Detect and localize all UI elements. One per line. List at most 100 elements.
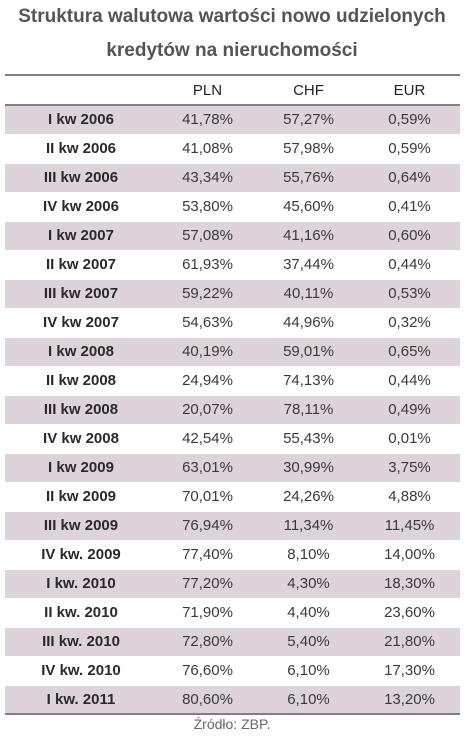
title-line-1: Struktura walutowa wartości nowo udzielo…	[18, 6, 446, 27]
pln-cell: 54,63%	[157, 308, 258, 338]
chf-cell: 8,10%	[258, 540, 359, 570]
period-cell: IV kw 2006	[5, 192, 157, 222]
table-row: II kw 2006 41,08% 57,98% 0,59%	[5, 134, 460, 164]
header-period	[5, 74, 157, 106]
period-cell: I kw 2007	[5, 221, 157, 251]
table-row: III kw 2006 43,34% 55,76% 0,64%	[5, 163, 460, 193]
table-row: I kw 2008 40,19% 59,01% 0,65%	[5, 337, 460, 367]
table-row: I kw. 2010 77,20% 4,30% 18,30%	[5, 569, 460, 599]
eur-cell: 3,75%	[359, 453, 460, 483]
chf-cell: 6,10%	[258, 685, 359, 715]
pln-cell: 76,94%	[157, 511, 258, 541]
pln-cell: 63,01%	[157, 453, 258, 483]
table-row: IV kw 2008 42,54% 55,43% 0,01%	[5, 424, 460, 454]
period-cell: IV kw. 2010	[5, 656, 157, 686]
pln-cell: 53,80%	[157, 192, 258, 222]
table-row: II kw 2009 70,01% 24,26% 4,88%	[5, 482, 460, 512]
eur-cell: 23,60%	[359, 598, 460, 628]
period-cell: II kw. 2010	[5, 598, 157, 628]
period-cell: III kw 2009	[5, 511, 157, 541]
pln-cell: 76,60%	[157, 656, 258, 686]
period-cell: I kw 2008	[5, 337, 157, 367]
table-row: I kw. 2011 80,60% 6,10% 13,20%	[5, 685, 460, 715]
pln-cell: 77,40%	[157, 540, 258, 570]
chf-cell: 45,60%	[258, 192, 359, 222]
table-header-row: PLN CHF EUR	[5, 74, 460, 106]
chf-cell: 4,30%	[258, 569, 359, 599]
table-row: III kw 2008 20,07% 78,11% 0,49%	[5, 395, 460, 425]
period-cell: II kw 2008	[5, 366, 157, 396]
table-row: II kw 2007 61,93% 37,44% 0,44%	[5, 250, 460, 280]
pln-cell: 70,01%	[157, 482, 258, 512]
currency-structure-table: PLN CHF EUR I kw 2006 41,78% 57,27% 0,59% II…	[5, 74, 460, 715]
title-line-2: kredytów na nieruchomości	[106, 40, 358, 61]
eur-cell: 0,53%	[359, 279, 460, 309]
pln-cell: 41,78%	[157, 105, 258, 135]
chf-cell: 59,01%	[258, 337, 359, 367]
chf-cell: 41,16%	[258, 221, 359, 251]
eur-cell: 14,00%	[359, 540, 460, 570]
table-body: I kw 2006 41,78% 57,27% 0,59% II kw 2006 41,0…	[5, 105, 460, 715]
pln-cell: 20,07%	[157, 395, 258, 425]
chf-cell: 4,40%	[258, 598, 359, 628]
period-cell: II kw 2006	[5, 134, 157, 164]
period-cell: I kw. 2011	[5, 685, 157, 715]
eur-cell: 17,30%	[359, 656, 460, 686]
pln-cell: 43,34%	[157, 163, 258, 193]
eur-cell: 0,49%	[359, 395, 460, 425]
chf-cell: 44,96%	[258, 308, 359, 338]
chf-cell: 55,76%	[258, 163, 359, 193]
header-chf: CHF	[258, 74, 359, 106]
chf-cell: 5,40%	[258, 627, 359, 657]
source-note: Źródło: ZBP.	[193, 716, 271, 732]
period-cell: III kw 2008	[5, 395, 157, 425]
chf-cell: 37,44%	[258, 250, 359, 280]
eur-cell: 13,20%	[359, 685, 460, 715]
period-cell: IV kw. 2009	[5, 540, 157, 570]
table-row: IV kw. 2009 77,40% 8,10% 14,00%	[5, 540, 460, 570]
chf-cell: 57,27%	[258, 105, 359, 135]
table-row: III kw. 2010 72,80% 5,40% 21,80%	[5, 627, 460, 657]
eur-cell: 0,32%	[359, 308, 460, 338]
eur-cell: 0,01%	[359, 424, 460, 454]
pln-cell: 59,22%	[157, 279, 258, 309]
pln-cell: 57,08%	[157, 221, 258, 251]
table-row: III kw 2009 76,94% 11,34% 11,45%	[5, 511, 460, 541]
eur-cell: 0,65%	[359, 337, 460, 367]
pln-cell: 42,54%	[157, 424, 258, 454]
eur-cell: 11,45%	[359, 511, 460, 541]
period-cell: II kw 2007	[5, 250, 157, 280]
table-row: I kw 2006 41,78% 57,27% 0,59%	[5, 105, 460, 135]
eur-cell: 21,80%	[359, 627, 460, 657]
chf-cell: 24,26%	[258, 482, 359, 512]
table-row: I kw 2007 57,08% 41,16% 0,60%	[5, 221, 460, 251]
chf-cell: 11,34%	[258, 511, 359, 541]
table-row: II kw. 2010 71,90% 4,40% 23,60%	[5, 598, 460, 628]
table-row: II kw 2008 24,94% 74,13% 0,44%	[5, 366, 460, 396]
pln-cell: 77,20%	[157, 569, 258, 599]
period-cell: III kw. 2010	[5, 627, 157, 657]
chf-cell: 74,13%	[258, 366, 359, 396]
pln-cell: 72,80%	[157, 627, 258, 657]
eur-cell: 18,30%	[359, 569, 460, 599]
chf-cell: 55,43%	[258, 424, 359, 454]
period-cell: II kw 2009	[5, 482, 157, 512]
period-cell: I kw. 2010	[5, 569, 157, 599]
eur-cell: 0,59%	[359, 105, 460, 135]
eur-cell: 0,41%	[359, 192, 460, 222]
chf-cell: 57,98%	[258, 134, 359, 164]
table-row: IV kw 2006 53,80% 45,60% 0,41%	[5, 192, 460, 222]
table-row: IV kw 2007 54,63% 44,96% 0,32%	[5, 308, 460, 338]
eur-cell: 0,44%	[359, 366, 460, 396]
period-cell: I kw 2009	[5, 453, 157, 483]
period-cell: I kw 2006	[5, 105, 157, 135]
period-cell: IV kw 2007	[5, 308, 157, 338]
pln-cell: 41,08%	[157, 134, 258, 164]
chf-cell: 30,99%	[258, 453, 359, 483]
eur-cell: 0,44%	[359, 250, 460, 280]
eur-cell: 4,88%	[359, 482, 460, 512]
pln-cell: 40,19%	[157, 337, 258, 367]
page-title: Struktura walutowa wartości nowo udzielo…	[0, 0, 464, 67]
chf-cell: 78,11%	[258, 395, 359, 425]
